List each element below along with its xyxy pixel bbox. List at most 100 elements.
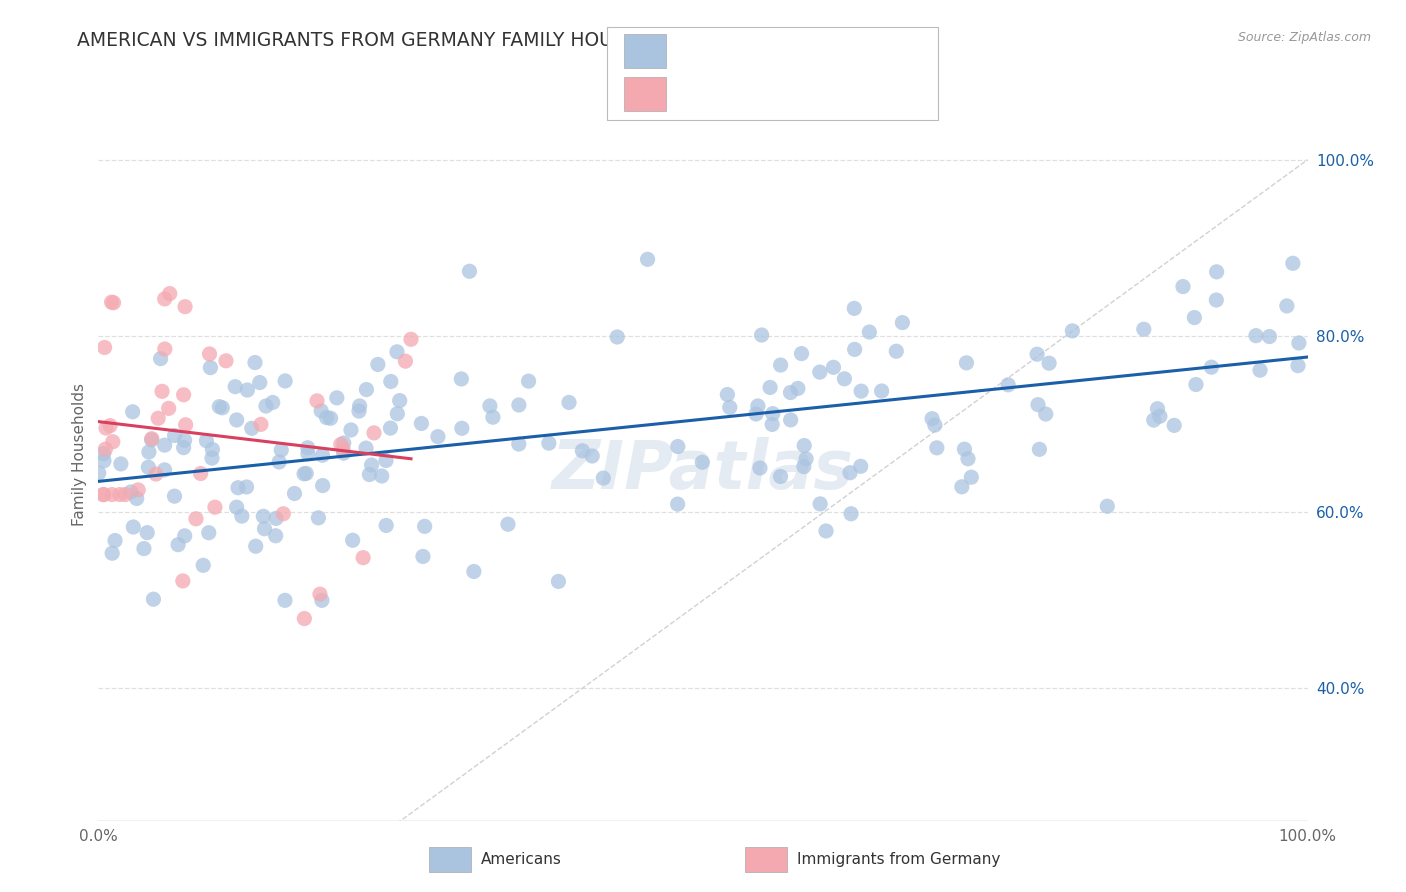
Point — [173, 529, 195, 543]
Point — [94, 442, 117, 457]
Point — [108, 487, 131, 501]
Point — [666, 497, 689, 511]
Point — [197, 525, 219, 540]
Point — [125, 491, 148, 506]
Point — [243, 355, 266, 369]
Point — [352, 550, 374, 565]
Point — [924, 418, 946, 433]
Point — [349, 399, 371, 413]
Point — [1258, 329, 1281, 343]
Point — [93, 487, 115, 501]
Point — [101, 487, 124, 501]
Point — [769, 469, 792, 483]
Point — [104, 533, 127, 548]
Point — [295, 467, 318, 481]
Point — [98, 418, 121, 433]
Point — [141, 432, 163, 446]
Point — [235, 480, 257, 494]
Point — [953, 442, 976, 457]
Point — [332, 446, 354, 460]
Point — [122, 520, 145, 534]
Point — [93, 447, 115, 461]
Point — [884, 344, 907, 359]
Point — [190, 467, 212, 481]
Point — [297, 447, 319, 461]
Point — [359, 467, 381, 482]
Point — [271, 507, 294, 521]
Point — [211, 401, 233, 415]
Point — [1205, 293, 1227, 307]
Point — [332, 436, 354, 450]
Point — [375, 518, 398, 533]
Point — [91, 487, 114, 501]
Point — [508, 437, 530, 451]
Point — [1026, 347, 1049, 361]
Point — [380, 375, 402, 389]
Point — [508, 398, 530, 412]
Point — [153, 292, 176, 306]
Point — [388, 393, 411, 408]
Point — [94, 421, 117, 435]
Point — [779, 385, 801, 400]
Point — [844, 301, 866, 316]
Point — [1288, 336, 1310, 351]
Point — [360, 458, 382, 472]
Point — [312, 478, 335, 492]
Point — [208, 400, 231, 414]
Point — [1028, 442, 1050, 457]
Text: R =  0.291   N =  178: R = 0.291 N = 178 — [678, 41, 905, 59]
Point — [997, 377, 1019, 392]
Point — [249, 376, 271, 390]
Point — [412, 549, 434, 564]
Point — [759, 380, 782, 394]
Point — [1146, 401, 1168, 416]
Point — [329, 437, 352, 451]
Point — [411, 417, 433, 431]
Point — [201, 442, 224, 457]
Point — [779, 413, 801, 427]
Point — [138, 460, 160, 475]
Point — [274, 374, 297, 388]
Point — [201, 451, 224, 466]
Point — [173, 434, 195, 448]
Point — [309, 587, 332, 601]
Point — [1143, 413, 1166, 427]
Text: Source: ZipAtlas.com: Source: ZipAtlas.com — [1237, 31, 1371, 45]
Point — [153, 342, 176, 356]
Point — [250, 417, 273, 432]
Point — [356, 383, 378, 397]
Point — [956, 451, 979, 466]
Point — [309, 404, 332, 418]
Point — [761, 417, 783, 432]
Point — [839, 466, 862, 480]
Point — [960, 470, 983, 484]
Point — [283, 486, 305, 500]
Point — [1163, 418, 1185, 433]
Point — [747, 399, 769, 413]
Point — [749, 461, 772, 475]
Point — [482, 410, 505, 425]
Point — [114, 487, 136, 501]
Point — [292, 467, 315, 481]
Point — [226, 481, 249, 495]
Point — [141, 433, 163, 447]
Point — [380, 421, 402, 435]
Point — [1038, 356, 1060, 370]
Point — [200, 360, 222, 375]
Text: Americans: Americans — [481, 853, 562, 867]
Point — [149, 351, 172, 366]
Point — [637, 252, 659, 267]
Point — [794, 451, 817, 466]
Point — [849, 384, 872, 399]
Point — [340, 423, 363, 437]
Point — [1182, 310, 1205, 325]
Point — [367, 358, 389, 372]
Point — [849, 459, 872, 474]
Point — [1205, 265, 1227, 279]
Point — [394, 354, 416, 368]
Point — [592, 471, 614, 485]
Point — [1286, 359, 1309, 373]
Point — [716, 387, 738, 401]
Point — [315, 410, 337, 425]
Point — [870, 384, 893, 398]
